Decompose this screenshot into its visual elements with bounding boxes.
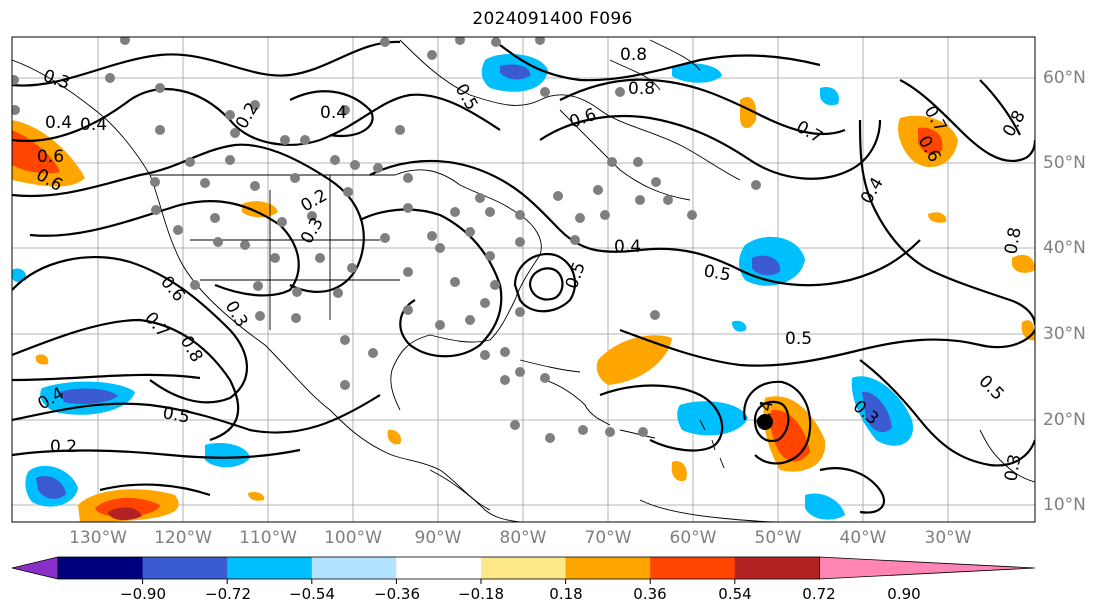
contour-label: 0.4	[80, 115, 107, 135]
lat-label: 40°N	[1043, 238, 1086, 258]
contour-label: 0.4	[320, 103, 347, 123]
lon-label: 130°W	[69, 528, 127, 548]
lon-label: 70°W	[584, 528, 632, 548]
colorbar-tick-label: −0.90	[120, 585, 166, 603]
contour-label: 0.2	[50, 437, 77, 457]
map-title: 2024091400 F096	[472, 9, 633, 29]
contour-label: 0.3	[1001, 453, 1025, 483]
lon-label: 100°W	[324, 528, 382, 548]
colorbar-segment	[58, 557, 144, 579]
contour-lines	[12, 40, 1035, 514]
shaded-fields	[12, 54, 1035, 522]
lon-label: 80°W	[499, 528, 547, 548]
colorbar-frame	[57, 556, 820, 580]
contour-label: 0.4	[614, 237, 641, 257]
contour-label: 0.8	[620, 45, 647, 65]
colorbar-tick-label: −0.18	[458, 585, 504, 603]
colorbar	[11, 556, 1036, 584]
contour-label: 0.5	[702, 261, 732, 285]
colorbar-segment	[396, 557, 482, 579]
lon-label: 40°W	[839, 528, 887, 548]
contour-label: 0.8	[628, 79, 655, 99]
lon-label: 50°W	[754, 528, 802, 548]
contour-label: 0.8	[1001, 226, 1025, 256]
colorbar-tick-label: 0.18	[549, 585, 583, 603]
colorbar-segment	[481, 557, 567, 579]
contour-label: 0.5	[161, 403, 191, 427]
colorbar-extension-high	[819, 556, 1036, 580]
coastlines	[12, 39, 1035, 522]
colorbar-tick-label: −0.72	[205, 585, 251, 603]
lon-label: 120°W	[154, 528, 212, 548]
lon-label: 90°W	[414, 528, 462, 548]
lat-label: 30°N	[1043, 324, 1086, 344]
colorbar-tick-label: 0.54	[718, 585, 752, 603]
contour-label: 0.6	[37, 147, 64, 167]
map-frame	[11, 36, 1036, 523]
lat-label: 10°N	[1043, 495, 1086, 515]
colorbar-segment	[650, 557, 736, 579]
colorbar-tick-label: 0.36	[633, 585, 667, 603]
storm-center-marker	[757, 414, 773, 430]
colorbar-segment	[142, 557, 228, 579]
station-markers	[12, 37, 761, 443]
colorbar-tick-label: −0.36	[374, 585, 420, 603]
lon-label: 110°W	[239, 528, 297, 548]
colorbar-extension-low	[11, 556, 59, 580]
colorbar-tick-label: 0.90	[887, 585, 921, 603]
colorbar-segment	[734, 557, 820, 579]
colorbar-segment	[227, 557, 313, 579]
lat-label: 60°N	[1043, 68, 1086, 88]
contour-label: 0.4	[45, 113, 72, 133]
colorbar-tick-label: 0.72	[802, 585, 836, 603]
colorbar-tick-label: −0.54	[289, 585, 335, 603]
lon-label: 30°W	[924, 528, 972, 548]
lat-label: 20°N	[1043, 410, 1086, 430]
contour-label: 0.5	[785, 329, 812, 349]
contour-label: 0.4	[753, 399, 777, 429]
lat-label: 50°N	[1043, 153, 1086, 173]
colorbar-segment	[311, 557, 397, 579]
lon-label: 60°W	[669, 528, 717, 548]
colorbar-segment	[565, 557, 651, 579]
